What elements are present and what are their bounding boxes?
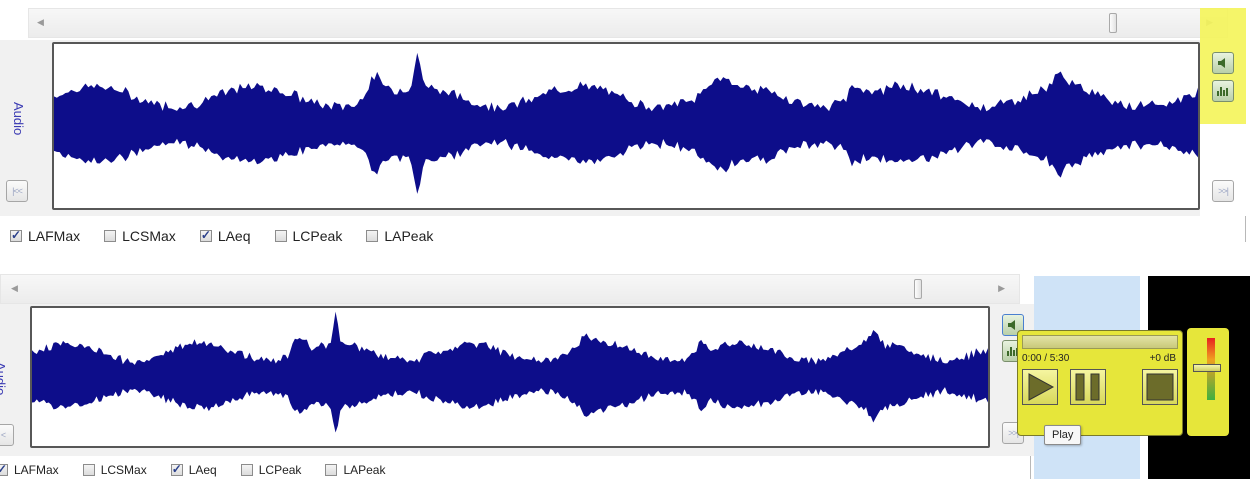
checkbox-label: LCPeak <box>292 228 343 244</box>
equalizer-icon <box>1007 347 1018 356</box>
checkbox-label: LAFMax <box>28 228 81 244</box>
speaker-icon <box>1008 320 1015 330</box>
stop-icon <box>1146 373 1174 401</box>
pause-button[interactable] <box>1070 369 1106 405</box>
play-button[interactable] <box>1022 369 1058 405</box>
checkbox[interactable] <box>170 462 183 476</box>
checkbox-label: LAeq <box>188 463 217 477</box>
metric-lcsmax[interactable]: LCSMax <box>82 463 147 477</box>
checkbox[interactable] <box>366 230 379 242</box>
checkbox[interactable] <box>240 464 253 476</box>
checkbox-label: LAPeak <box>343 463 386 477</box>
checkbox-label: LCSMax <box>122 228 176 244</box>
volume-slider-thumb[interactable] <box>1193 364 1221 372</box>
checkbox[interactable] <box>325 464 338 476</box>
bottom-horizontal-scrollbar[interactable]: ◀ ▶ <box>0 274 1020 304</box>
track-label: Audio <box>11 102 26 136</box>
checkbox-label: LAeq <box>217 228 251 244</box>
metric-lapeak[interactable]: LAPeak <box>366 228 433 244</box>
speaker-icon <box>1218 58 1225 68</box>
metrics-border <box>1030 456 1031 479</box>
checkbox-label: LAFMax <box>14 463 59 477</box>
checkbox[interactable] <box>10 228 22 242</box>
speaker-button[interactable] <box>1212 52 1234 74</box>
metric-laeq[interactable]: LAeq <box>170 462 217 477</box>
metric-lcsmax[interactable]: LCSMax <box>104 228 176 244</box>
equalizer-button[interactable] <box>1212 80 1234 102</box>
media-player-popup: 0:00 / 5:30 +0 dB <box>1017 330 1183 436</box>
scroll-thumb[interactable] <box>1109 13 1117 33</box>
metric-lafmax[interactable]: LAFMax <box>0 462 59 477</box>
play-tooltip: Play <box>1044 425 1082 445</box>
metric-checkboxes: LAFMax LCSMax LAeq LCPeak LAPeak <box>0 462 410 478</box>
scroll-thumb[interactable] <box>914 279 922 299</box>
waveform-path <box>32 311 988 433</box>
checkbox[interactable] <box>199 228 212 242</box>
checkbox-label: LCSMax <box>100 463 147 477</box>
playback-progress-bar[interactable] <box>1022 335 1178 349</box>
scroll-left-arrow-icon[interactable]: ◀ <box>11 283 18 293</box>
play-icon <box>1028 373 1055 401</box>
scroll-right-arrow-icon[interactable]: ▶ <box>998 283 1005 293</box>
metric-lapeak[interactable]: LAPeak <box>325 463 385 477</box>
metrics-border <box>1245 216 1246 242</box>
checkbox[interactable] <box>82 464 95 476</box>
waveform-path <box>54 52 1198 194</box>
waveform-view[interactable] <box>30 306 990 448</box>
gain-readout: +0 dB <box>1149 353 1176 364</box>
metric-lafmax[interactable]: LAFMax <box>10 228 80 244</box>
equalizer-icon <box>1217 87 1228 96</box>
checkbox-label: LCPeak <box>258 463 302 477</box>
jump-to-start-button[interactable]: |<< <box>6 180 28 202</box>
metric-checkboxes: LAFMax LCSMax LAeq LCPeak LAPeak <box>10 226 458 246</box>
top-horizontal-scrollbar[interactable]: ◀ ▶ <box>28 8 1228 38</box>
metric-laeq[interactable]: LAeq <box>199 228 251 244</box>
checkbox[interactable] <box>104 230 117 242</box>
checkbox-label: LAPeak <box>384 228 434 244</box>
jump-to-start-button[interactable]: < <box>0 424 14 446</box>
metric-lcpeak[interactable]: LCPeak <box>240 463 302 477</box>
waveform-graphic <box>54 52 1198 194</box>
jump-to-end-button[interactable]: >>| <box>1212 180 1234 202</box>
waveform-view[interactable] <box>52 42 1200 210</box>
track-label: Audio <box>0 362 8 396</box>
pause-icon <box>1075 373 1100 401</box>
volume-control <box>1187 328 1229 436</box>
stop-button[interactable] <box>1142 369 1178 405</box>
scroll-left-arrow-icon[interactable]: ◀ <box>37 17 44 27</box>
checkbox[interactable] <box>274 230 287 242</box>
waveform-graphic <box>32 311 988 433</box>
metric-lcpeak[interactable]: LCPeak <box>274 228 343 244</box>
playback-time: 0:00 / 5:30 <box>1022 353 1070 364</box>
checkbox[interactable] <box>0 462 8 476</box>
